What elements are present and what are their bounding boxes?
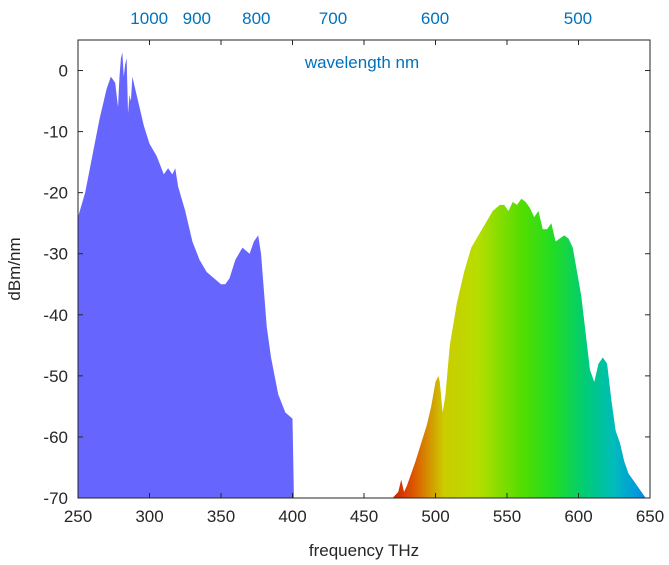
top-tick-label: 900	[183, 9, 211, 28]
series-area-2	[392, 198, 650, 498]
y-tick-label: -70	[43, 489, 68, 508]
y-tick-label: -50	[43, 367, 68, 386]
x-tick-label: 400	[278, 507, 306, 526]
top-tick-label: 600	[421, 9, 449, 28]
x-tick-label: 300	[135, 507, 163, 526]
x-tick-label: 550	[493, 507, 521, 526]
top-tick-label: 700	[319, 9, 347, 28]
x-tick-label: 250	[64, 507, 92, 526]
top-wavelength-axis: 1000 900 800 700 600 500	[130, 9, 592, 28]
x-tick-label: 650	[636, 507, 664, 526]
x-tick-label: 600	[564, 507, 592, 526]
x-axis: 250 300 350 400 450 500 550 600 650	[64, 40, 664, 526]
y-axis: 0 -10 -20 -30 -40 -50 -60 -70	[43, 62, 650, 508]
top-tick-label: 500	[564, 9, 592, 28]
y-tick-label: -40	[43, 306, 68, 325]
top-axis-title: wavelength nm	[304, 53, 419, 72]
y-tick-label: -60	[43, 428, 68, 447]
x-tick-label: 350	[207, 507, 235, 526]
x-tick-label: 450	[350, 507, 378, 526]
y-tick-label: 0	[59, 62, 68, 81]
y-tick-label: -20	[43, 184, 68, 203]
x-tick-label: 500	[421, 507, 449, 526]
series-area-1	[78, 52, 294, 498]
x-axis-title: frequency THz	[309, 541, 419, 560]
top-tick-label: 800	[242, 9, 270, 28]
y-axis-title: dBm/nm	[5, 237, 24, 300]
top-tick-label: 1000	[130, 9, 168, 28]
y-tick-label: -30	[43, 245, 68, 264]
y-tick-label: -10	[43, 123, 68, 142]
series-layer	[78, 52, 650, 498]
